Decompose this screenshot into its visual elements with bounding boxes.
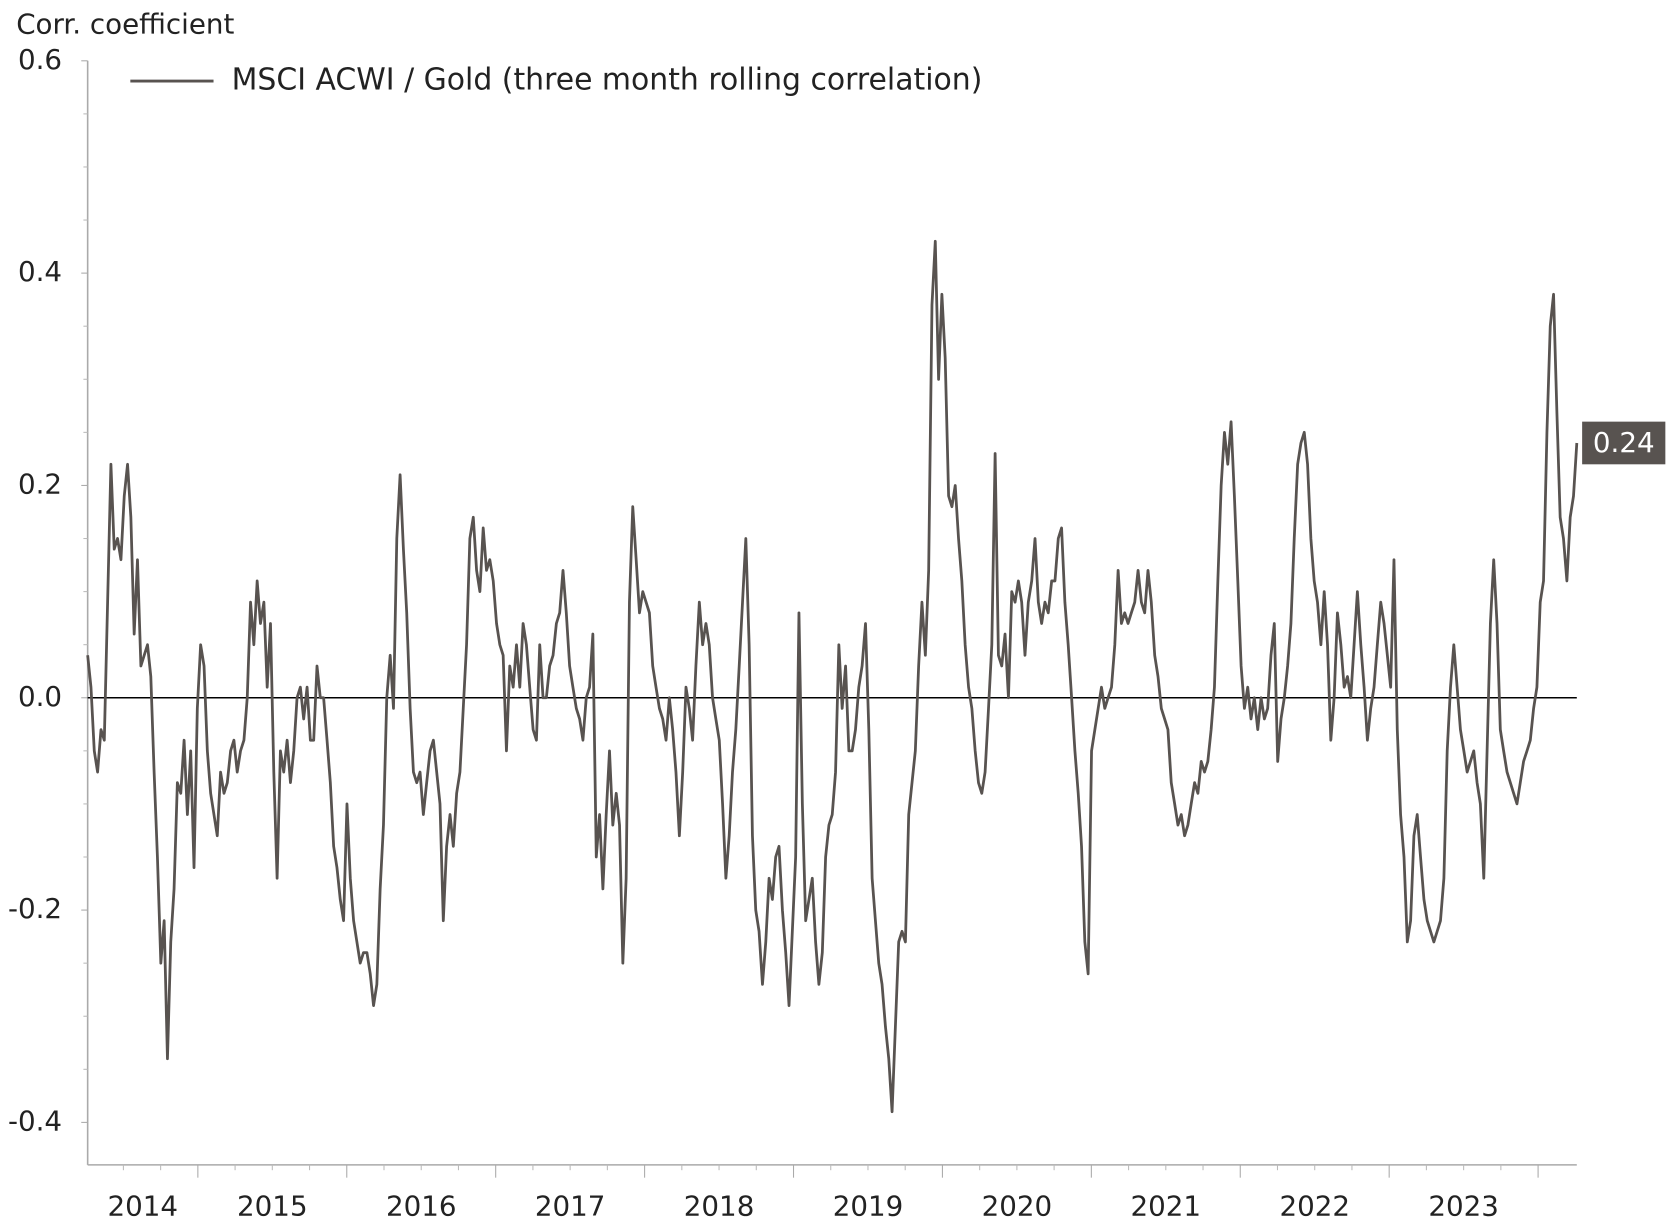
x-tick-label: 2020 (982, 1190, 1053, 1223)
x-tick-label: 2016 (386, 1190, 457, 1223)
x-tick-label: 2015 (237, 1190, 308, 1223)
end-label-box (1582, 421, 1666, 465)
data-line (86, 239, 1579, 1114)
x-tick-label: 2022 (1279, 1190, 1350, 1223)
y-tick-label: 0.0 (18, 680, 62, 713)
y-tick-label: -0.2 (8, 892, 62, 925)
legend-label: MSCI ACWI / Gold (three month rolling co… (232, 63, 983, 98)
x-tick-label: 2017 (535, 1190, 606, 1223)
x-tick-label: 2014 (107, 1190, 178, 1223)
x-tick-label: 2019 (833, 1190, 904, 1223)
x-tick-label: 2021 (1131, 1190, 1202, 1223)
y-axis-title: Corr. coefficient (16, 8, 234, 41)
y-tick-label: 0.6 (18, 43, 62, 76)
x-tick-label: 2023 (1428, 1190, 1499, 1223)
y-tick-label: 0.4 (18, 255, 62, 288)
y-tick-label: 0.2 (18, 467, 62, 500)
x-tick-label: 2018 (684, 1190, 755, 1223)
y-tick-label: -0.4 (8, 1104, 62, 1137)
end-label: 0.24 (1593, 426, 1655, 459)
